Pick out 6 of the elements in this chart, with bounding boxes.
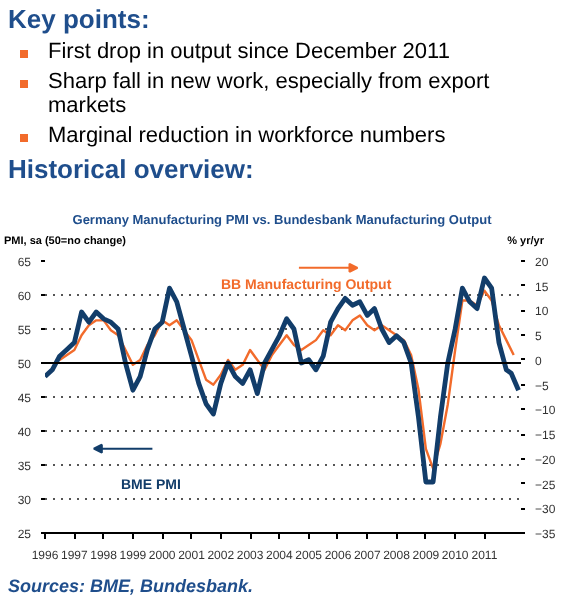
- text: Sharp fall in new work, especially from export markets: [48, 70, 492, 118]
- text: Marginal reduction in workforce numbers: [48, 124, 446, 148]
- source-note: Sources: BME, Bundesbank.: [8, 576, 254, 596]
- text: Historical overview:: [8, 154, 256, 184]
- text: Key points:: [8, 4, 152, 34]
- text: First drop in output since December 2011: [48, 40, 450, 64]
